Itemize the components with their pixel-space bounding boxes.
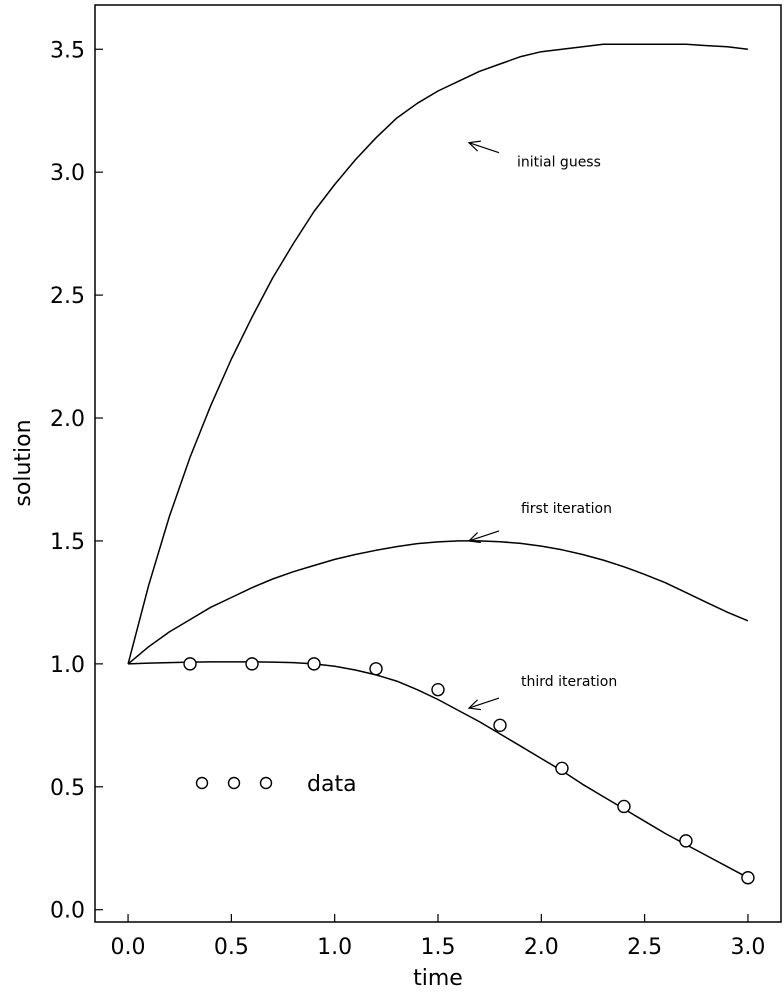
data-point xyxy=(741,871,755,885)
data-point xyxy=(617,799,631,814)
x-tick-label: 0.5 xyxy=(214,935,249,960)
y-tick-label: 3.0 xyxy=(50,161,85,186)
annotation-arrowhead xyxy=(467,140,481,152)
series-line-third-iteration xyxy=(128,661,749,879)
annotation-arrow xyxy=(468,530,500,542)
data-point xyxy=(245,657,259,671)
legend-marker xyxy=(195,776,209,790)
y-tick-label: 1.0 xyxy=(50,653,85,678)
data-point xyxy=(369,662,383,676)
annotation-label: third iteration xyxy=(521,674,617,690)
y-tick-label: 2.0 xyxy=(50,407,85,432)
y-tick-label: 3.5 xyxy=(50,38,85,63)
y-tick-label: 0.0 xyxy=(50,899,85,924)
x-tick-label: 3.0 xyxy=(730,935,765,960)
annotation-arrow xyxy=(468,697,500,709)
x-tick-label: 0.0 xyxy=(111,935,146,960)
data-point xyxy=(555,761,569,776)
legend-marker xyxy=(227,776,241,790)
data-markers xyxy=(183,657,755,885)
data-point xyxy=(183,657,197,671)
y-tick-label: 0.5 xyxy=(50,776,85,801)
x-axis-label: time xyxy=(413,966,463,991)
axis-ticks: 0.0 0.5 1.0 1.5 2.0 2.5 3.0 0.0 0.5 1.0 1.5 2.0 2.5 3… xyxy=(50,38,765,960)
data-point xyxy=(307,657,321,671)
y-tick-label: 2.5 xyxy=(50,284,85,309)
x-tick-label: 2.0 xyxy=(524,935,559,960)
data-point xyxy=(493,718,507,733)
series-lines xyxy=(127,43,749,879)
annotation-arrowhead xyxy=(467,532,481,544)
series-line-initial-guess xyxy=(127,43,748,665)
data-point xyxy=(679,834,693,848)
legend-label: data xyxy=(307,772,357,797)
y-axis-label: solution xyxy=(11,419,36,506)
annotation-arrow xyxy=(468,142,500,154)
series-line-first-iteration xyxy=(127,540,749,665)
annotations: initial guess first iteration third iterat… xyxy=(467,140,617,711)
x-tick-label: 1.5 xyxy=(421,935,456,960)
annotation-label: initial guess xyxy=(517,155,601,171)
x-tick-label: 1.0 xyxy=(317,935,352,960)
y-tick-label: 1.5 xyxy=(50,530,85,555)
legend-marker xyxy=(259,776,273,790)
annotation-label: first iteration xyxy=(521,501,612,517)
annotation-arrowhead xyxy=(467,699,481,711)
legend: data xyxy=(195,772,357,797)
data-point xyxy=(431,682,445,697)
x-tick-label: 2.5 xyxy=(627,935,662,960)
